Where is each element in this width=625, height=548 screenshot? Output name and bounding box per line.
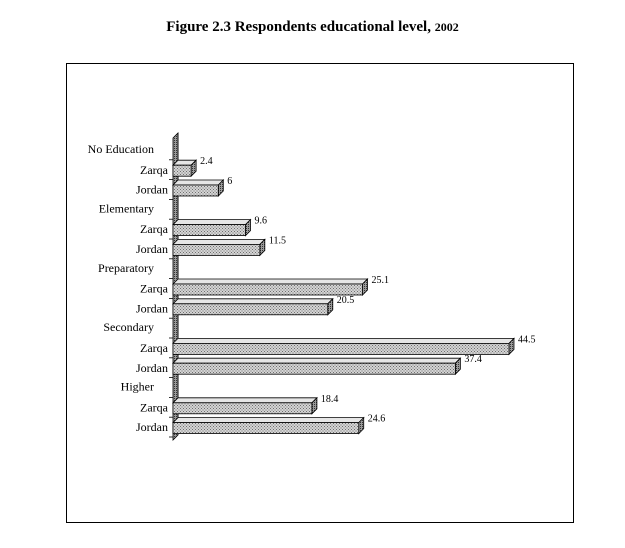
- value-label: 6: [227, 176, 232, 187]
- category-label: Zarqa: [140, 282, 169, 296]
- category-label: Jordan: [136, 361, 168, 375]
- value-label: 2.4: [200, 156, 213, 167]
- bar-top: [172, 278, 369, 285]
- value-label: 20.5: [337, 295, 355, 306]
- group-label: Secondary: [103, 320, 154, 334]
- bar: [172, 224, 246, 237]
- bar: [172, 303, 329, 316]
- value-label: 24.6: [368, 414, 386, 425]
- bar-top: [172, 357, 462, 364]
- group-label: Preparatory: [98, 261, 154, 275]
- bar-top: [172, 298, 334, 305]
- value-label: 37.4: [464, 354, 482, 365]
- value-label: 11.5: [269, 235, 286, 246]
- bar-top: [172, 179, 225, 186]
- bar: [172, 243, 261, 256]
- group-label: No Education: [88, 142, 154, 156]
- bar-top: [172, 417, 365, 424]
- value-label: 25.1: [372, 275, 390, 286]
- bar: [172, 402, 313, 415]
- title-year: 2002: [434, 20, 459, 34]
- bar: [172, 184, 219, 197]
- category-label: Zarqa: [140, 163, 169, 177]
- value-label: 44.5: [518, 334, 536, 345]
- bar: [172, 283, 363, 296]
- category-label: Zarqa: [140, 400, 169, 414]
- group-label: Higher: [121, 380, 154, 394]
- bar-top: [172, 337, 515, 344]
- chart-title: Figure 2.3 Respondents educational level…: [0, 19, 625, 36]
- bar: [172, 164, 192, 177]
- plot-frame: [66, 63, 574, 523]
- category-label: Jordan: [136, 301, 168, 315]
- category-label: Jordan: [136, 242, 168, 256]
- category-label: Jordan: [136, 183, 168, 197]
- bar-top: [172, 219, 252, 226]
- value-label: 9.6: [254, 216, 266, 227]
- value-label: 18.4: [321, 394, 339, 405]
- bar: [172, 342, 510, 355]
- bar: [172, 422, 360, 435]
- bar-top: [172, 238, 266, 245]
- group-label: Elementary: [99, 201, 154, 215]
- category-label: Zarqa: [140, 341, 169, 355]
- title-main: Figure 2.3 Respondents educational level…: [166, 19, 431, 35]
- category-label: Zarqa: [140, 222, 169, 236]
- category-label: Jordan: [136, 420, 168, 434]
- bar-top: [172, 397, 318, 404]
- bar: [172, 362, 456, 375]
